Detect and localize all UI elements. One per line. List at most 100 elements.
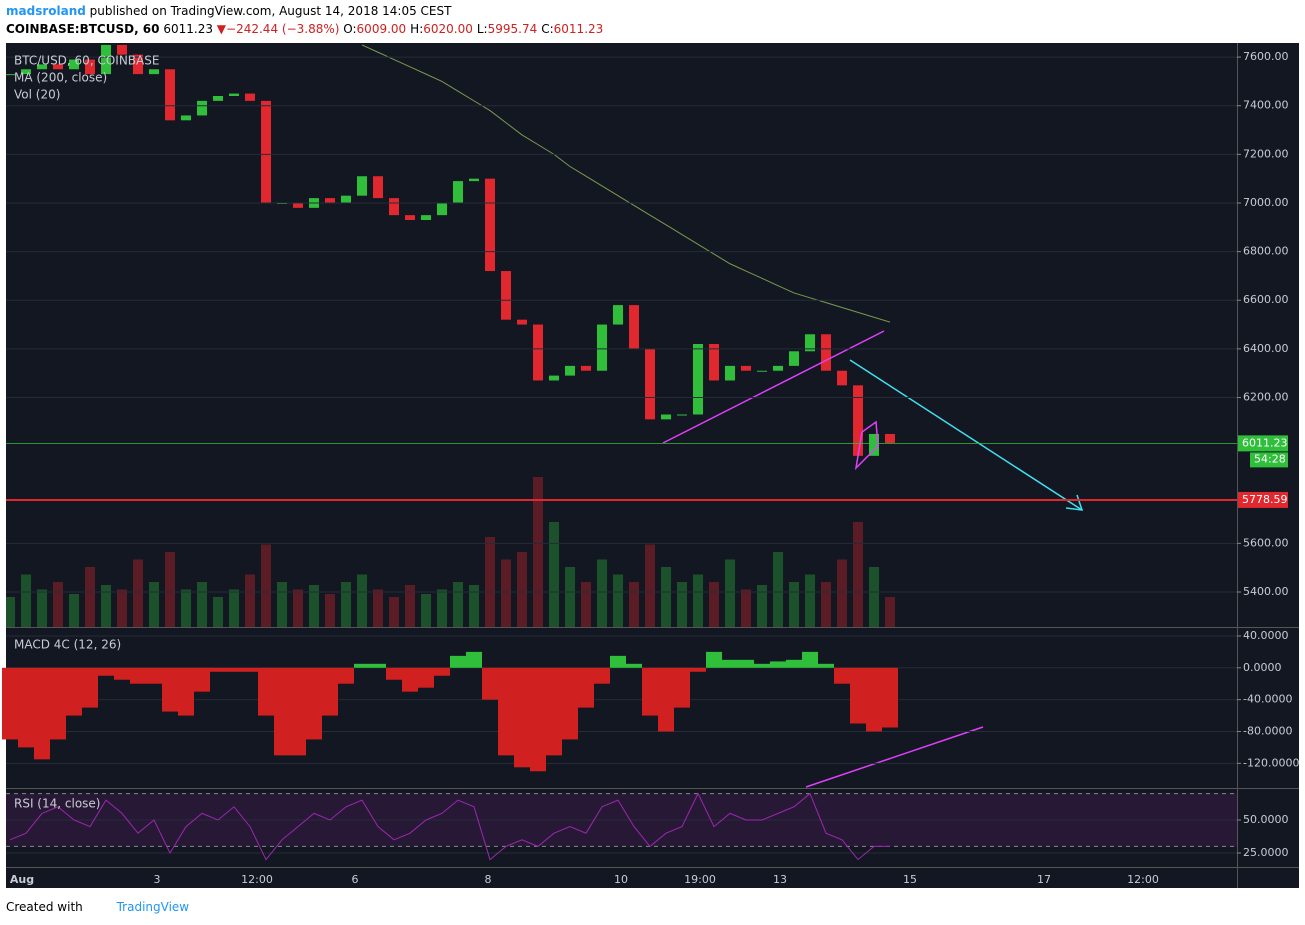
candle [549,375,559,381]
x-tick-label: Aug [10,873,34,886]
candle [245,93,255,101]
candle [581,365,591,371]
volume-bar [837,559,847,627]
volume-bar [37,589,47,627]
footer: Created with TradingView [6,900,189,914]
macd-bar [290,667,306,756]
volume-bar [197,582,207,627]
volume-bar [821,582,831,627]
x-tick-label: 3 [154,873,161,886]
volume-bar [277,582,287,627]
candle [517,319,527,325]
candle [741,365,751,371]
candle [341,195,351,203]
macd-bar [242,667,258,672]
macd-bar [786,659,802,668]
candle [229,93,239,97]
candle [837,370,847,386]
rsi-line [9,792,890,861]
macd-bar [594,667,610,684]
target-tag [1238,491,1288,508]
ohlc-value: 6011.23 [553,22,604,36]
symbol-line: COINBASE:BTCUSD, 60 6011.23 ▼−242.44 (−3… [6,22,607,36]
macd-bar [18,667,34,748]
candle [533,324,543,381]
macd-bar [578,667,594,708]
y-tick-label: -40.0000 [1243,693,1292,706]
candle [693,343,703,415]
volume-bar [549,522,559,627]
x-tick-label: 17 [1037,873,1051,886]
macd-bar [530,667,546,772]
macd-bar [498,667,514,756]
macd-bar [706,651,722,668]
author[interactable]: madsroland [6,4,86,18]
ohlc-value: 6009.00 [356,22,407,36]
macd-bar [482,667,498,700]
macd-bar [418,667,434,688]
volume-bar [293,589,303,627]
countdown: 54:28 [1254,452,1286,465]
created: Created with [6,900,83,914]
volume-bar [677,582,687,627]
candle [485,178,495,272]
candle [677,414,687,416]
candle [613,305,623,325]
y-tick-label: 7600.00 [1243,50,1289,63]
volume-bar [245,574,255,627]
ohlc-value: 6020.00 [423,22,473,36]
candle [325,198,335,203]
candle [773,365,783,371]
ohlc: O:6009.00 H:6020.00 L:5995.74 C:6011.23 [343,22,607,36]
macd-bar [466,651,482,668]
macd-bar [402,667,418,692]
volume-bar [805,574,815,627]
symbol: COINBASE:BTCUSD, 60 [6,22,160,36]
volume-bar [117,589,127,627]
target-label: 5778.59 [1242,493,1288,506]
volume-bar [725,559,735,627]
x-tick-label: 12:00 [1127,873,1159,886]
candle [37,64,47,70]
volume-bar [421,594,431,627]
candle [661,414,671,420]
volume-bar [261,544,271,627]
volume-bar [501,559,511,627]
macd-bar [866,667,882,732]
y-tick-label: 50.0000 [1243,813,1289,826]
ohlc-label: L: [476,22,488,36]
macd-bar [226,667,242,672]
y-tick-label: 25.0000 [1243,846,1289,859]
volume-bar [53,582,63,627]
x-tick-label: 19:00 [684,873,716,886]
y-tick-label: 6600.00 [1243,293,1289,306]
volume-bar [341,582,351,627]
candle [149,69,159,75]
candle [101,44,111,75]
volume-bar [437,589,447,627]
volume-bar [645,544,655,627]
change: −242.44 (−3.88%) [226,22,340,36]
macd-bar [658,667,674,732]
macd-bar [802,651,818,668]
candle [293,202,303,208]
candle [869,433,879,456]
macd-bar [386,667,402,680]
macd-bar [850,667,866,724]
macd-bar [178,667,194,716]
x-tick-label: 8 [485,873,492,886]
candle [565,365,575,376]
macd-bar [514,667,530,768]
candle [213,96,223,101]
brand[interactable]: TradingView [116,900,190,914]
candle [85,59,95,75]
volume-bar [709,582,719,627]
divergence-line [805,726,984,788]
macd-bar [162,667,178,712]
volume-bar [165,552,175,627]
volume-bar [469,585,479,627]
legend: RSI (14, close) [14,797,100,811]
candle [853,385,863,456]
volume-bar [517,552,527,627]
volume-bar [597,559,607,627]
